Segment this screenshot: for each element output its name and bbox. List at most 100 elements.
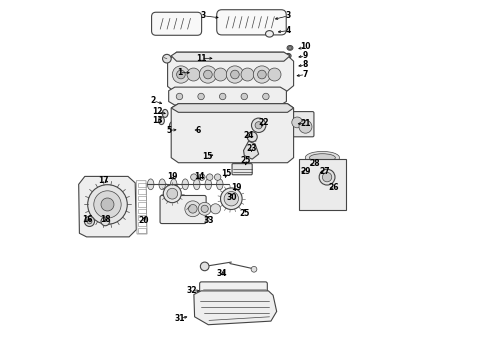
- Text: 20: 20: [138, 216, 149, 225]
- FancyBboxPatch shape: [331, 178, 345, 204]
- Circle shape: [94, 191, 121, 218]
- FancyBboxPatch shape: [232, 163, 252, 175]
- Text: 9: 9: [303, 51, 308, 60]
- Text: 21: 21: [300, 118, 311, 127]
- Polygon shape: [168, 52, 294, 94]
- Text: 10: 10: [300, 42, 311, 51]
- Text: 2: 2: [150, 96, 156, 105]
- Circle shape: [268, 68, 281, 81]
- Bar: [138, 215, 146, 220]
- Bar: [138, 222, 146, 226]
- Ellipse shape: [147, 179, 154, 190]
- Ellipse shape: [310, 176, 335, 184]
- Circle shape: [204, 70, 212, 79]
- Ellipse shape: [310, 198, 335, 206]
- Bar: [138, 209, 146, 213]
- Ellipse shape: [159, 179, 166, 190]
- Circle shape: [206, 174, 213, 180]
- Circle shape: [251, 118, 266, 132]
- FancyBboxPatch shape: [288, 112, 314, 137]
- Circle shape: [87, 219, 92, 224]
- Bar: [138, 202, 146, 207]
- Circle shape: [322, 172, 332, 182]
- Text: 30: 30: [226, 193, 237, 202]
- Circle shape: [286, 54, 290, 58]
- Ellipse shape: [305, 196, 340, 209]
- Ellipse shape: [285, 54, 291, 58]
- Ellipse shape: [231, 129, 248, 140]
- Circle shape: [200, 262, 209, 271]
- Ellipse shape: [180, 123, 187, 132]
- Ellipse shape: [172, 127, 195, 142]
- Circle shape: [163, 54, 171, 63]
- Text: 3: 3: [286, 12, 291, 21]
- Circle shape: [201, 205, 208, 212]
- Text: 13: 13: [152, 116, 163, 125]
- Ellipse shape: [282, 62, 288, 66]
- Circle shape: [299, 120, 312, 133]
- Circle shape: [172, 66, 190, 83]
- Bar: [138, 196, 146, 200]
- Ellipse shape: [170, 122, 176, 130]
- Text: 23: 23: [246, 144, 257, 153]
- Text: 28: 28: [309, 159, 320, 168]
- Text: 34: 34: [217, 269, 227, 278]
- Ellipse shape: [159, 117, 164, 125]
- Ellipse shape: [287, 46, 293, 50]
- Polygon shape: [171, 104, 294, 112]
- Text: 15: 15: [221, 169, 231, 178]
- Circle shape: [220, 188, 242, 210]
- Ellipse shape: [311, 161, 318, 170]
- Circle shape: [210, 204, 221, 214]
- Circle shape: [198, 202, 211, 215]
- Text: 27: 27: [319, 166, 329, 175]
- Ellipse shape: [171, 179, 177, 190]
- FancyBboxPatch shape: [160, 195, 206, 224]
- Ellipse shape: [305, 151, 340, 164]
- Text: 8: 8: [303, 60, 308, 69]
- Text: 19: 19: [231, 183, 241, 192]
- Text: 31: 31: [174, 314, 185, 323]
- Text: 24: 24: [244, 130, 254, 139]
- Text: 4: 4: [286, 26, 291, 35]
- Bar: [138, 189, 146, 194]
- Ellipse shape: [200, 127, 222, 142]
- Circle shape: [187, 68, 200, 81]
- Circle shape: [247, 132, 257, 142]
- Circle shape: [263, 93, 269, 100]
- Polygon shape: [79, 176, 136, 237]
- Circle shape: [258, 70, 266, 79]
- Ellipse shape: [162, 109, 168, 117]
- Circle shape: [101, 217, 110, 226]
- Text: 25: 25: [239, 209, 249, 217]
- Circle shape: [199, 66, 217, 83]
- Ellipse shape: [175, 129, 193, 140]
- Circle shape: [284, 62, 287, 66]
- Circle shape: [319, 169, 335, 185]
- Ellipse shape: [258, 129, 275, 140]
- FancyBboxPatch shape: [217, 10, 286, 35]
- Text: 17: 17: [98, 176, 109, 185]
- Circle shape: [214, 68, 227, 81]
- Text: 22: 22: [258, 118, 269, 127]
- Circle shape: [292, 117, 303, 128]
- Text: 33: 33: [203, 216, 214, 225]
- Circle shape: [191, 174, 197, 180]
- Text: 32: 32: [187, 287, 197, 295]
- Circle shape: [226, 66, 244, 83]
- Ellipse shape: [310, 154, 335, 162]
- Text: 26: 26: [328, 183, 339, 192]
- Ellipse shape: [228, 127, 250, 142]
- Text: 19: 19: [167, 172, 177, 181]
- Circle shape: [231, 70, 239, 79]
- Ellipse shape: [217, 179, 223, 190]
- Circle shape: [241, 68, 254, 81]
- Text: 3: 3: [201, 12, 206, 21]
- Text: 5: 5: [166, 126, 171, 135]
- Circle shape: [251, 266, 257, 272]
- Text: 7: 7: [303, 70, 308, 79]
- FancyBboxPatch shape: [199, 282, 268, 296]
- Text: 15: 15: [202, 152, 212, 161]
- Circle shape: [224, 192, 239, 206]
- Polygon shape: [171, 104, 294, 163]
